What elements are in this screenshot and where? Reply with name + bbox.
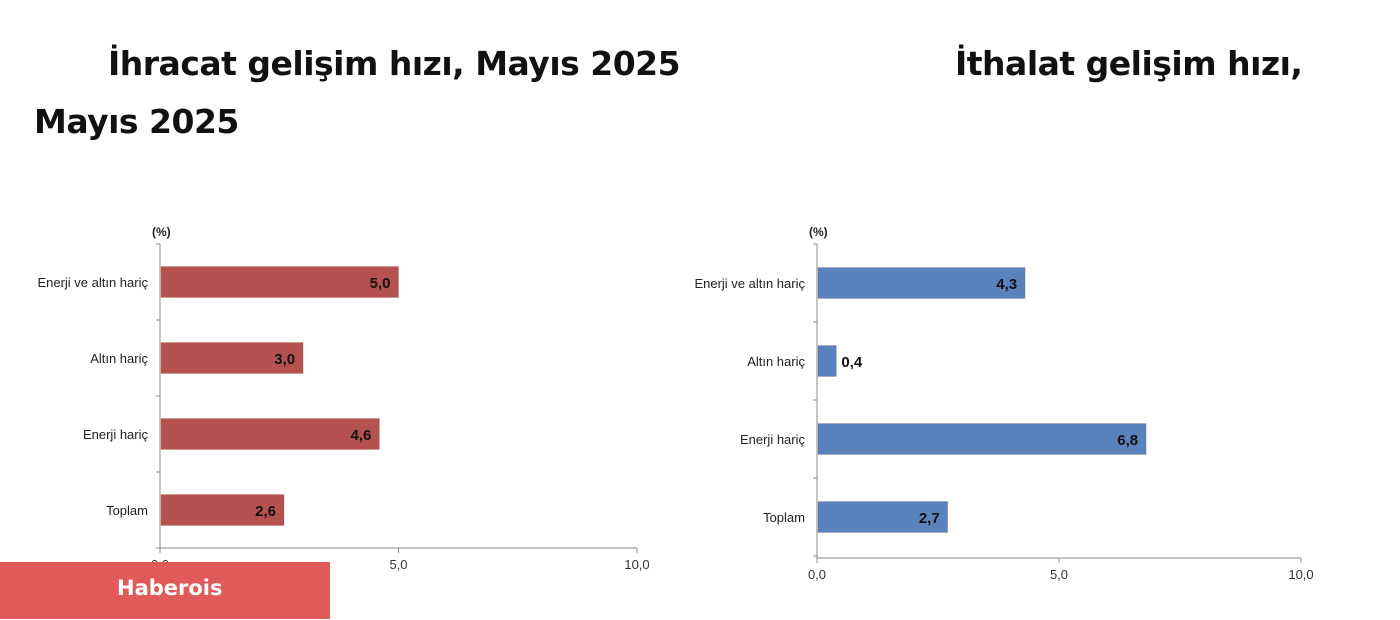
export-data-label: 2,6 bbox=[255, 503, 276, 520]
import-data-label: 0,4 bbox=[841, 354, 863, 371]
export-category-label: Toplam bbox=[106, 503, 148, 518]
export-bar bbox=[160, 418, 380, 450]
export-category-label: Enerji ve altın hariç bbox=[37, 275, 148, 290]
import-category-label: Toplam bbox=[763, 510, 805, 525]
import-x-tick-label: 0,0 bbox=[808, 567, 826, 582]
import-x-tick-label: 5,0 bbox=[1050, 567, 1068, 582]
import-growth-chart: (%) 0,0 5,0 10,0 Enerji ve altın hariç 4,3 Alt… bbox=[660, 200, 1400, 610]
export-category-label: Altın hariç bbox=[90, 351, 148, 366]
source-badge-label: Haberois bbox=[117, 576, 223, 600]
source-badge[interactable]: Haberois bbox=[0, 562, 330, 619]
export-bar bbox=[160, 266, 399, 298]
export-bar bbox=[160, 494, 285, 526]
export-unit-label: (%) bbox=[152, 225, 171, 239]
import-chart-title-continued: Mayıs 2025 bbox=[34, 102, 239, 141]
import-data-label: 4,3 bbox=[996, 276, 1017, 293]
import-data-label: 6,8 bbox=[1117, 432, 1138, 449]
import-bar bbox=[817, 345, 837, 377]
import-bar bbox=[817, 423, 1147, 455]
import-chart-title: İthalat gelişim hızı, bbox=[955, 44, 1303, 83]
import-category-label: Enerji ve altın hariç bbox=[694, 276, 805, 291]
export-data-label: 5,0 bbox=[370, 275, 391, 292]
import-data-label: 2,7 bbox=[919, 510, 940, 527]
import-category-label: Enerji hariç bbox=[740, 432, 806, 447]
export-bar bbox=[160, 342, 304, 374]
export-x-tick-label: 10,0 bbox=[624, 557, 649, 572]
export-x-tick-label: 5,0 bbox=[389, 557, 407, 572]
import-bar bbox=[817, 267, 1026, 299]
import-chart-svg: (%) 0,0 5,0 10,0 Enerji ve altın hariç 4,3 Alt… bbox=[694, 225, 1313, 582]
import-category-label: Altın hariç bbox=[747, 354, 805, 369]
headings: İhracat gelişim hızı, Mayıs 2025 İthalat… bbox=[0, 0, 1400, 160]
import-bar bbox=[817, 501, 949, 533]
import-x-tick-label: 10,0 bbox=[1288, 567, 1313, 582]
export-category-label: Enerji hariç bbox=[83, 427, 149, 442]
export-data-label: 4,6 bbox=[351, 427, 372, 444]
export-data-label: 3,0 bbox=[274, 351, 295, 368]
export-chart-title: İhracat gelişim hızı, Mayıs 2025 bbox=[108, 44, 681, 83]
import-unit-label: (%) bbox=[809, 225, 828, 239]
